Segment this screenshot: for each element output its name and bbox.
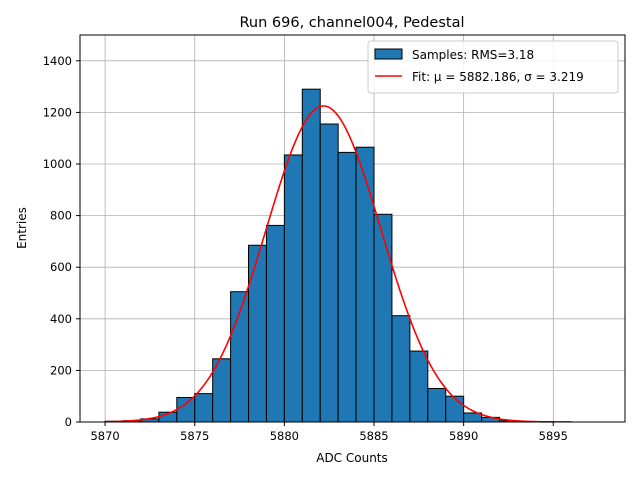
histogram-bar	[427, 387, 447, 423]
legend: Samples: RMS=3.18 Fit: μ = 5882.186, σ =…	[367, 40, 619, 94]
histogram-bars	[104, 88, 572, 423]
y-tick-label: 0	[65, 415, 72, 429]
histogram-bar	[409, 350, 429, 423]
y-tick-label: 1400	[43, 54, 72, 68]
y-axis-label: Entries	[15, 207, 29, 249]
y-tick-label: 1000	[43, 157, 72, 171]
histogram-bar	[194, 393, 214, 423]
histogram-bar	[248, 244, 267, 423]
histogram-bar	[319, 123, 339, 423]
legend-fit-label: Fit: μ = 5882.186, σ = 3.219	[412, 70, 584, 84]
histogram-bar	[337, 151, 357, 423]
plot-frame	[79, 34, 626, 423]
y-axis-ticks: 0 200 400 600 800 1000 1200 1400	[43, 54, 80, 429]
y-tick-label: 600	[50, 260, 72, 274]
histogram-bar	[445, 395, 465, 423]
histogram-bar	[373, 213, 393, 423]
x-tick-label: 5890	[449, 429, 478, 443]
legend-histogram-swatch	[374, 48, 403, 60]
chart-title: Run 696, channel004, Pedestal	[239, 15, 464, 31]
x-tick-label: 5880	[270, 429, 299, 443]
histogram-bar	[265, 224, 285, 423]
x-tick-label: 5875	[180, 429, 209, 443]
y-tick-label: 1200	[43, 105, 72, 119]
x-tick-label: 5870	[90, 429, 119, 443]
legend-histogram-label: Samples: RMS=3.18	[412, 48, 534, 62]
y-tick-label: 200	[50, 363, 72, 377]
histogram-bar	[391, 315, 411, 423]
x-tick-label: 5895	[539, 429, 568, 443]
legend-frame	[367, 40, 619, 94]
fit-curve	[105, 105, 554, 423]
x-axis-label: ADC Counts	[316, 451, 388, 465]
histogram-bar	[301, 88, 321, 423]
x-axis-ticks: 5870 5875 5880 5885 5890 5895	[90, 422, 568, 443]
y-tick-label: 400	[50, 312, 72, 326]
histogram-bar	[283, 154, 303, 423]
y-tick-label: 800	[50, 209, 72, 223]
x-tick-label: 5885	[359, 429, 388, 443]
histogram-bar	[176, 396, 196, 423]
histogram-bar	[355, 146, 375, 423]
